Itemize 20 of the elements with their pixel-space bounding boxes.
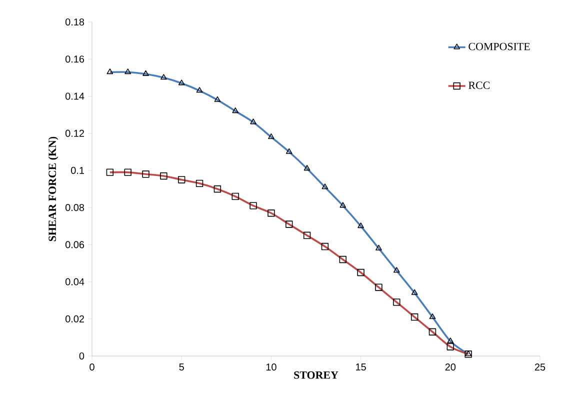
y-tick-label: 0.18 bbox=[65, 18, 84, 26]
y-tick-label: 0.08 bbox=[65, 204, 84, 212]
x-tick-label: 15 bbox=[356, 364, 366, 370]
y-tick-label: 0.16 bbox=[65, 56, 84, 63]
legend-label: COMPOSITE bbox=[468, 42, 530, 50]
y-tick-label: 0.02 bbox=[65, 315, 84, 322]
legend-label: RCC bbox=[468, 82, 490, 89]
y-tick-label: 0.06 bbox=[65, 241, 84, 248]
x-axis-title: STOREY bbox=[294, 371, 338, 379]
y-tick-label: 0.04 bbox=[65, 278, 84, 286]
x-tick-label: 10 bbox=[266, 364, 276, 371]
x-tick-label: 25 bbox=[534, 364, 546, 371]
y-tick-label: 0.14 bbox=[65, 92, 84, 100]
x-tick-label: 20 bbox=[445, 364, 456, 371]
y-axis-title: SHEAR FORCE (KN) bbox=[48, 136, 58, 242]
x-tick-label: 0 bbox=[90, 364, 94, 371]
x-tick-label: 5 bbox=[179, 364, 184, 370]
y-tick-label: 0.12 bbox=[65, 130, 84, 137]
y-tick-label: 0.1 bbox=[71, 166, 84, 174]
y-tick-label: 0 bbox=[79, 352, 84, 360]
